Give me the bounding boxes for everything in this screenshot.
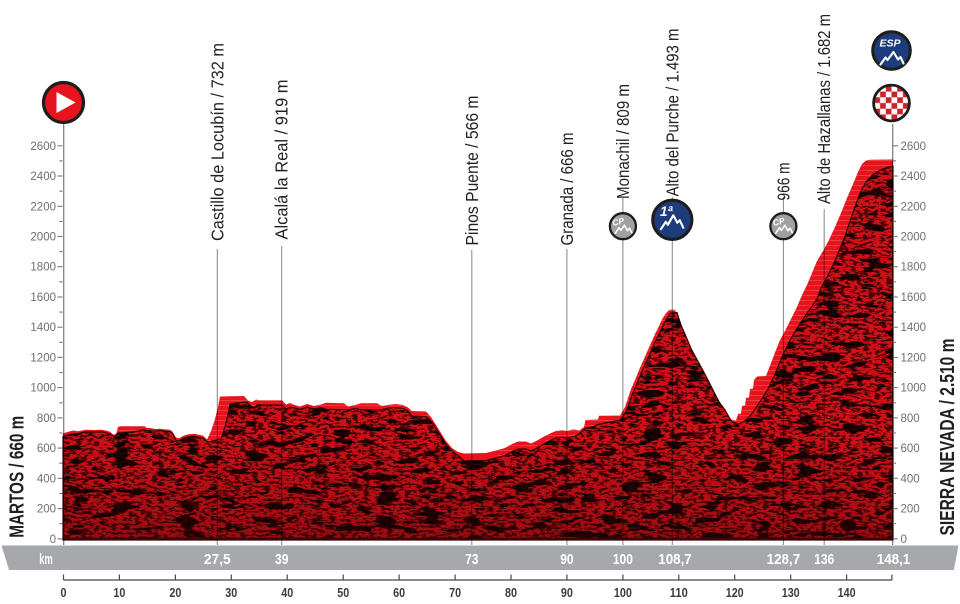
svg-text:110: 110: [670, 586, 688, 600]
svg-text:80: 80: [505, 586, 517, 600]
svg-text:2600: 2600: [30, 141, 56, 153]
svg-text:Alto de Hazallanas / 1.682 m: Alto de Hazallanas / 1.682 m: [814, 14, 834, 204]
svg-text:Alcalá la Real / 919 m: Alcalá la Real / 919 m: [272, 80, 292, 240]
svg-text:120: 120: [726, 586, 744, 600]
svg-text:100: 100: [613, 551, 633, 568]
svg-text:1800: 1800: [30, 262, 56, 274]
svg-text:27,5: 27,5: [204, 551, 231, 568]
svg-text:20: 20: [169, 586, 181, 600]
svg-text:1000: 1000: [30, 383, 56, 395]
svg-text:60: 60: [393, 586, 405, 600]
svg-text:Pinos Puente / 566 m: Pinos Puente / 566 m: [462, 96, 482, 246]
svg-text:90: 90: [560, 551, 573, 568]
svg-text:39: 39: [275, 551, 288, 568]
svg-text:128,7: 128,7: [767, 551, 801, 568]
svg-text:2000: 2000: [901, 232, 927, 244]
svg-text:Castillo de Locubín / 732 m: Castillo de Locubín / 732 m: [207, 43, 227, 241]
svg-text:2200: 2200: [901, 201, 927, 213]
svg-text:MARTOS / 660 m: MARTOS / 660 m: [7, 416, 29, 538]
svg-text:SIERRA NEVADA / 2.510 m: SIERRA NEVADA / 2.510 m: [937, 339, 959, 536]
svg-text:CP: CP: [611, 215, 625, 228]
svg-text:130: 130: [782, 586, 800, 600]
svg-text:70: 70: [449, 586, 461, 600]
svg-text:400: 400: [37, 473, 56, 485]
svg-text:10: 10: [113, 586, 125, 600]
svg-text:km: km: [39, 551, 52, 568]
svg-text:600: 600: [37, 443, 56, 455]
svg-text:1000: 1000: [901, 383, 927, 395]
svg-text:136: 136: [814, 551, 834, 568]
svg-text:1200: 1200: [30, 352, 56, 364]
svg-text:2400: 2400: [901, 171, 927, 183]
svg-text:108,7: 108,7: [658, 551, 692, 568]
svg-text:140: 140: [838, 586, 856, 600]
svg-text:2600: 2600: [901, 141, 927, 153]
svg-text:2400: 2400: [30, 171, 56, 183]
svg-text:1200: 1200: [901, 352, 927, 364]
svg-text:Monachil / 809 m: Monachil / 809 m: [613, 84, 633, 199]
svg-text:400: 400: [901, 473, 920, 485]
svg-text:0: 0: [61, 586, 67, 600]
svg-text:ESP: ESP: [880, 38, 902, 50]
svg-text:2200: 2200: [30, 201, 56, 213]
svg-text:1400: 1400: [901, 322, 927, 334]
svg-text:1600: 1600: [30, 292, 56, 304]
svg-text:30: 30: [225, 586, 237, 600]
svg-text:Granada / 666 m: Granada / 666 m: [557, 133, 577, 246]
svg-text:1400: 1400: [30, 322, 56, 334]
svg-text:148,1: 148,1: [877, 551, 911, 568]
svg-text:CP: CP: [772, 215, 786, 228]
svg-text:600: 600: [901, 443, 920, 455]
svg-text:800: 800: [37, 413, 56, 425]
svg-text:1600: 1600: [901, 292, 927, 304]
svg-text:90: 90: [561, 586, 573, 600]
svg-text:0: 0: [901, 534, 907, 546]
svg-text:50: 50: [337, 586, 349, 600]
svg-text:200: 200: [37, 504, 56, 516]
svg-text:1800: 1800: [901, 262, 927, 274]
svg-text:40: 40: [281, 586, 293, 600]
svg-text:800: 800: [901, 413, 920, 425]
svg-text:0: 0: [50, 534, 56, 546]
svg-text:Alto del Purche / 1.493 m: Alto del Purche / 1.493 m: [662, 29, 682, 197]
svg-text:100: 100: [614, 586, 632, 600]
svg-text:2000: 2000: [30, 232, 56, 244]
svg-text:200: 200: [901, 504, 920, 516]
svg-text:1ª: 1ª: [660, 204, 674, 219]
svg-text:966 m: 966 m: [773, 163, 793, 201]
svg-text:73: 73: [465, 551, 478, 568]
